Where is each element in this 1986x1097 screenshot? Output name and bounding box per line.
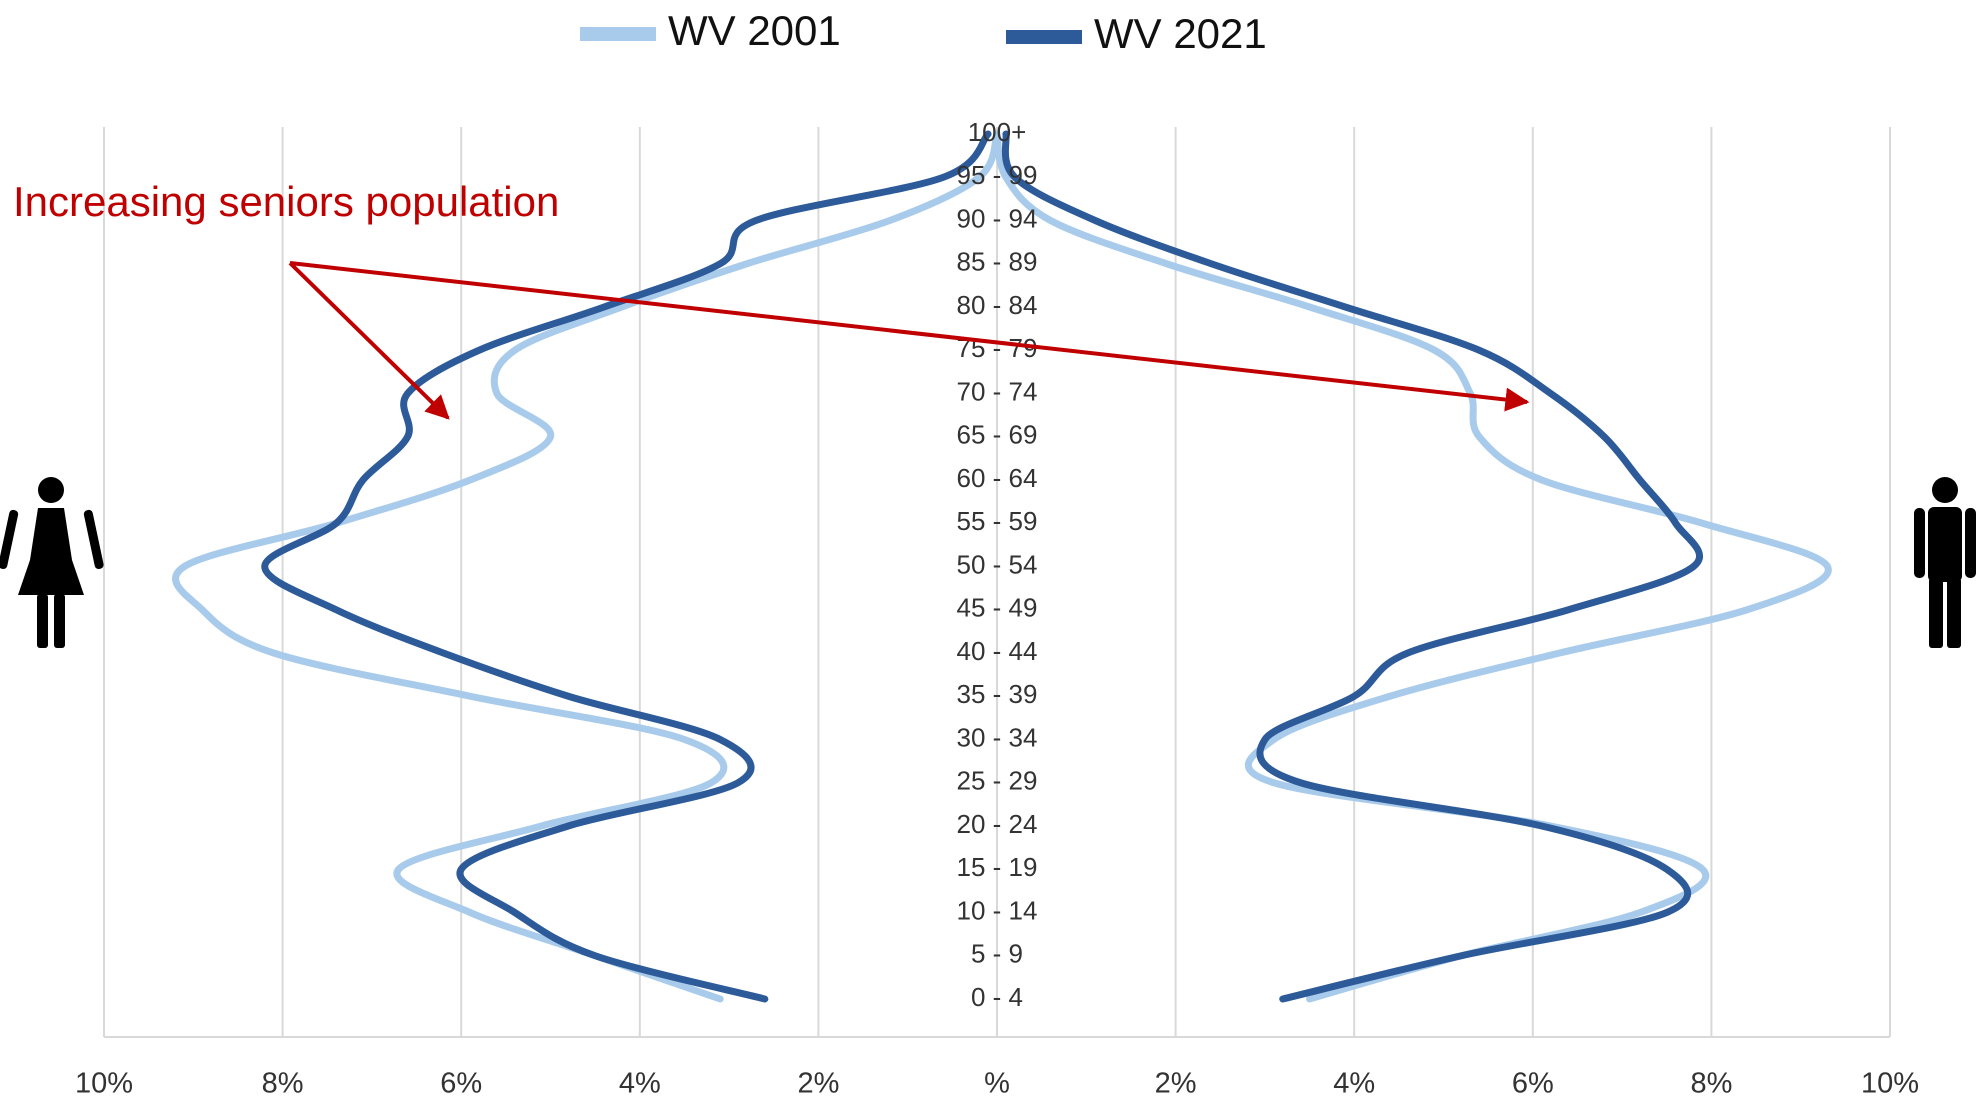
x-tick-label: 8%: [1690, 1068, 1732, 1097]
legend-label: WV 2001: [668, 7, 841, 54]
male-icon: [1914, 477, 1976, 648]
category-label: 95 - 99: [957, 160, 1038, 190]
arrow: [288, 261, 450, 420]
category-label: 40 - 44: [957, 636, 1038, 666]
x-tick-label: 2%: [797, 1068, 839, 1097]
category-label: 60 - 64: [957, 463, 1038, 493]
lines: [172, 130, 1832, 1003]
male-line: [993, 130, 1832, 1003]
category-label: 50 - 54: [957, 549, 1038, 579]
x-tick-label: 6%: [440, 1068, 482, 1097]
x-tick-label: 10%: [75, 1068, 133, 1097]
category-label: 25 - 29: [957, 766, 1038, 796]
legend-label: WV 2021: [1094, 10, 1267, 57]
category-label: 0 - 4: [971, 982, 1023, 1012]
x-tick-label: 8%: [262, 1068, 304, 1097]
arrow: [289, 261, 1530, 412]
male-line: [1001, 130, 1703, 1003]
x-tick-label: 4%: [619, 1068, 661, 1097]
category-label: 70 - 74: [957, 376, 1038, 406]
category-label: 80 - 84: [957, 290, 1038, 320]
x-tick-label: 4%: [1333, 1068, 1375, 1097]
x-tick-label: %: [984, 1068, 1010, 1097]
category-labels: 0 - 4 5 - 9 10 - 14 15 - 19 20 - 24 25 - 29 30…: [957, 117, 1038, 1012]
category-label: 85 - 89: [957, 247, 1038, 277]
category-label: 10 - 14: [957, 895, 1038, 925]
x-tick-label: 10%: [1861, 1068, 1919, 1097]
category-label: 35 - 39: [957, 679, 1038, 709]
category-label: 55 - 59: [957, 506, 1038, 536]
x-tick-label: 6%: [1512, 1068, 1554, 1097]
category-label: 100+: [968, 117, 1027, 147]
female-line: [261, 130, 992, 1003]
category-label: 65 - 69: [957, 420, 1038, 450]
female-icon: [0, 477, 104, 648]
x-tick-label: 2%: [1155, 1068, 1197, 1097]
category-label: 45 - 49: [957, 593, 1038, 623]
annotation: Increasing seniors population: [13, 178, 559, 225]
category-label: 20 - 24: [957, 809, 1038, 839]
grid: [103, 127, 1891, 1038]
category-label: 90 - 94: [957, 203, 1038, 233]
category-label: 5 - 9: [971, 939, 1023, 969]
female-line: [172, 130, 1001, 1003]
category-label: 30 - 34: [957, 722, 1038, 752]
legend: WV 2001 WV 2021: [580, 7, 1267, 57]
category-label: 15 - 19: [957, 852, 1038, 882]
